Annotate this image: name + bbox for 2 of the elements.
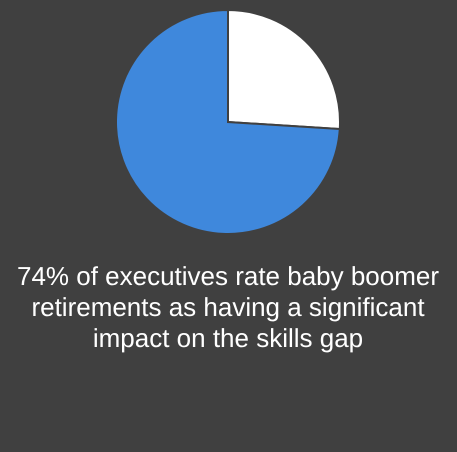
pie-slice — [115, 9, 341, 235]
text: 74% of executives rate baby boomer retirements as having a significant impact on the skills gap — [16, 261, 440, 353]
